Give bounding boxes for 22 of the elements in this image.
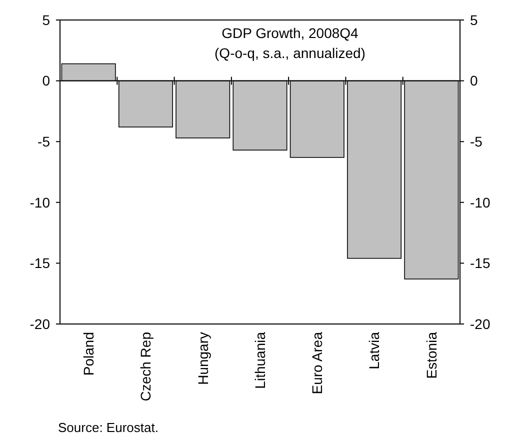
text: (Q-o-q, s.a., annualized)	[214, 45, 366, 61]
x-tick-label: Latvia	[366, 332, 382, 370]
y-tick-label: 0	[42, 72, 50, 89]
y-tick-label: -15	[30, 255, 50, 272]
y2-tick-label: 5	[470, 12, 478, 28]
y-tick-label: 5	[42, 12, 50, 28]
x-tick-label: Poland	[80, 332, 96, 376]
x-tick-label: Lithuania	[252, 332, 268, 389]
chart-title: GDP Growth, 2008Q4	[222, 25, 359, 41]
y2-tick-label: -15	[470, 255, 490, 272]
y2-tick-label: -5	[470, 134, 483, 150]
x-tick-label: Euro Area	[309, 332, 326, 394]
y-tick-label: -10	[30, 194, 50, 210]
source-note: Source: Eurostat.	[58, 420, 158, 435]
x-tick-label: Estonia	[423, 332, 440, 379]
x-tick-label: Hungary	[194, 332, 211, 385]
y2-tick-label: -20	[470, 316, 490, 332]
y2-tick-label: -10	[470, 194, 490, 210]
y-tick-label: -5	[38, 134, 50, 150]
y-tick-label: -20	[30, 316, 50, 332]
x-tick-label: Czech Rep	[138, 332, 154, 402]
y2-tick-label: 0	[470, 72, 478, 89]
